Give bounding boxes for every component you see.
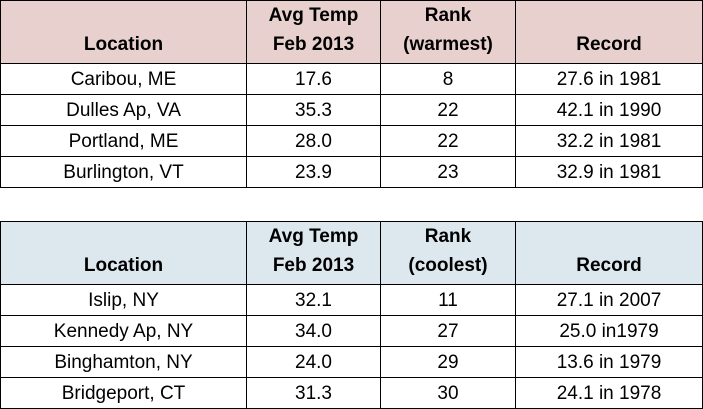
header-text: Rank [424,226,472,247]
table-row: Bridgeport, CT 31.3 30 24.1 in 1978 [0,377,703,409]
table-cell: 42.1 in 1990 [515,94,703,126]
table-cell: Portland, ME [0,125,247,157]
header-cell: Rank (warmest) [380,0,516,64]
table-cell: 8 [380,63,516,95]
table-row: Burlington, VT 23.9 23 32.9 in 1981 [0,156,703,188]
table-row: Caribou, ME 17.6 8 27.6 in 1981 [0,63,703,95]
header-cell: Avg Temp Feb 2013 [246,221,381,285]
table-cell: 22 [380,125,516,157]
header-row: Location Avg Temp Feb 2013 Rank (coolest) Rec… [0,221,703,285]
table-cell: 23 [380,156,516,188]
table-cell: 27 [380,315,516,347]
table-row: Islip, NY 32.1 11 27.1 in 2007 [0,284,703,316]
table-cell: 27.6 in 1981 [515,63,703,95]
header-cell: Location [0,221,247,285]
header-text: Record [576,255,642,276]
table-cell: 17.6 [246,63,381,95]
table-cell: 32.9 in 1981 [515,156,703,188]
table-cell: 23.9 [246,156,381,188]
header-cell: Avg Temp Feb 2013 [246,0,381,64]
table-row: Kennedy Ap, NY 34.0 27 25.0 in1979 [0,315,703,347]
table-cell: 29 [380,346,516,378]
table-row: Portland, ME 28.0 22 32.2 in 1981 [0,125,703,157]
header-row: Location Avg Temp Feb 2013 Rank (warmest) Rec… [0,0,703,64]
table-cell: 32.1 [246,284,381,316]
table-cell: 24.0 [246,346,381,378]
header-text: Feb 2013 [272,255,355,276]
table-cell: Bridgeport, CT [0,377,247,409]
table-cell: Kennedy Ap, NY [0,315,247,347]
table-cell: 27.1 in 2007 [515,284,703,316]
table-cell: 34.0 [246,315,381,347]
table-cell: Caribou, ME [0,63,247,95]
header-cell: Rank (coolest) [380,221,516,285]
table-cell: 32.2 in 1981 [515,125,703,157]
header-text: Feb 2013 [272,34,355,55]
table-cell: 35.3 [246,94,381,126]
header-text: (coolest) [408,255,488,276]
table-cell: Binghamton, NY [0,346,247,378]
header-cell: Record [515,0,703,64]
table-cell: 22 [380,94,516,126]
table-row: Binghamton, NY 24.0 29 13.6 in 1979 [0,346,703,378]
table-cell: Dulles Ap, VA [0,94,247,126]
table-row: Dulles Ap, VA 35.3 22 42.1 in 1990 [0,94,703,126]
header-text: (warmest) [403,34,493,55]
header-text: Location [83,255,164,276]
header-text: Avg Temp [268,226,359,247]
warmest-table: Location Avg Temp Feb 2013 Rank (warmest) Rec… [0,0,703,188]
header-text: Record [576,34,642,55]
header-text: Avg Temp [268,5,359,26]
table-cell: 13.6 in 1979 [515,346,703,378]
table-cell: 11 [380,284,516,316]
table-cell: Islip, NY [0,284,247,316]
header-cell: Record [515,221,703,285]
table-cell: 25.0 in1979 [515,315,703,347]
table-cell: 28.0 [246,125,381,157]
table-cell: 30 [380,377,516,409]
coolest-table: Location Avg Temp Feb 2013 Rank (coolest) Rec… [0,221,703,409]
header-text: Location [83,34,164,55]
table-cell: 24.1 in 1978 [515,377,703,409]
header-cell: Location [0,0,247,64]
table-cell: Burlington, VT [0,156,247,188]
table-cell: 31.3 [246,377,381,409]
header-text: Rank [424,5,472,26]
